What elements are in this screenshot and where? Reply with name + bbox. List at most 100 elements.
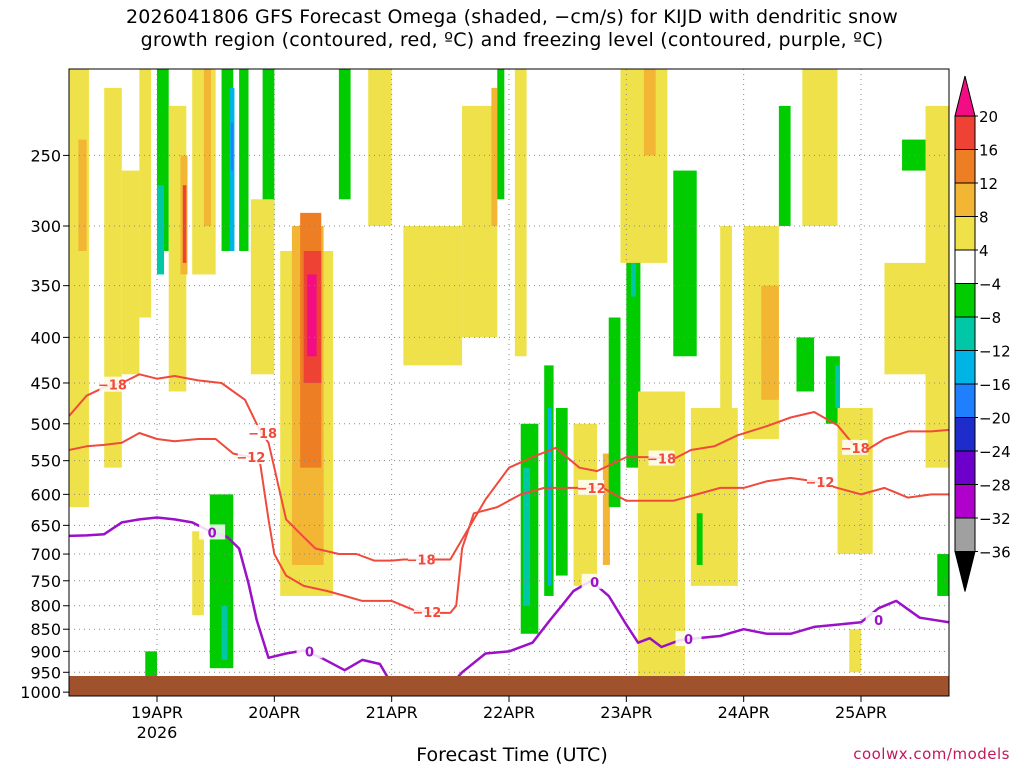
colorbar-swatch-13 <box>954 517 976 552</box>
y-tick-label-800: 800 <box>30 597 61 616</box>
omega-cell-61 <box>221 605 228 660</box>
omega-cell-63 <box>849 629 861 673</box>
dgz-label-e-bg <box>842 439 869 455</box>
dgz-label-h-bg <box>578 479 605 495</box>
omega-cell-1 <box>78 139 87 251</box>
colorbar-label-7: −12 <box>979 343 1011 361</box>
colorbar-swatch-10 <box>954 417 976 452</box>
dgz-label-c: −18 <box>407 554 436 569</box>
freezing-label-c: 0 <box>590 576 599 591</box>
omega-cell-56 <box>925 105 949 468</box>
freezing-label-b-bg <box>296 643 323 659</box>
colorbar-swatch-11 <box>954 450 976 485</box>
omega-cell-50 <box>802 69 838 226</box>
freezing-label-e: 0 <box>874 614 883 629</box>
omega-cell-28 <box>497 69 505 200</box>
colorbar-swatch-9 <box>954 383 976 418</box>
colorbar-swatch-4 <box>954 216 976 251</box>
omega-cell-5 <box>157 69 169 251</box>
x-axis-label: Forecast Time (UTC) <box>416 744 608 766</box>
colorbar-label-0: 20 <box>979 108 998 126</box>
x-tick-label-24APR: 24APR <box>718 703 770 722</box>
chart-title: 2026041806 GFS Forecast Omega (shaded, −… <box>0 6 1024 52</box>
y-tick-label-1000: 1000 <box>20 683 61 702</box>
freezing-label-c-bg <box>581 573 608 589</box>
omega-cell-58 <box>937 554 949 596</box>
colorbar-label-6: −8 <box>979 309 1001 327</box>
dgz-label-f-bg <box>237 449 264 465</box>
colorbar: 20 16 12 8 4 −4 −8 −12 −16 −20 −24 −28 −32 −36 <box>954 75 1011 592</box>
y-tick-label-450: 450 <box>30 374 61 393</box>
omega-cell-31 <box>523 467 531 606</box>
y-tick-label-950: 950 <box>30 663 61 682</box>
x-tick-label-22APR: 22APR <box>483 703 535 722</box>
omega-cell-29 <box>514 69 527 357</box>
dgz-label-h: −12 <box>577 482 606 497</box>
y-tick-label-600: 600 <box>30 485 61 504</box>
x-tick-label-21APR: 21APR <box>366 703 418 722</box>
dgz-label-e: −18 <box>841 442 870 457</box>
colorbar-swatch-6 <box>954 283 976 318</box>
omega-cell-62 <box>192 531 204 616</box>
omega-cell-55 <box>884 262 932 375</box>
omega-cell-10 <box>192 69 216 275</box>
colorbar-swatch-12 <box>954 484 976 519</box>
omega-cell-25 <box>403 225 463 366</box>
dgz-label-d: −18 <box>647 453 676 468</box>
dgz-label-g: −12 <box>412 606 441 621</box>
chart-title-line-1: 2026041806 GFS Forecast Omega (shaded, −… <box>125 6 899 28</box>
colorbar-bottom-arrow <box>954 551 976 592</box>
colorbar-swatch-5 <box>954 249 976 284</box>
omega-cell-33 <box>547 407 552 586</box>
omega-cell-54 <box>837 407 873 555</box>
colorbar-label-10: −24 <box>979 443 1011 461</box>
omega-cell-53 <box>835 365 840 408</box>
dgz-label-f: −12 <box>236 451 265 466</box>
freezing-label-b: 0 <box>305 645 314 660</box>
omega-cell-23 <box>338 69 351 200</box>
dgz-label-i-bg <box>806 473 833 489</box>
x-tick-label-19APR: 19APR <box>131 703 183 722</box>
freezing-contour-0 <box>69 516 405 694</box>
x-tick-sublabel-19APR: 2026 <box>137 723 178 742</box>
omega-cell-9 <box>182 185 187 263</box>
credit-link[interactable]: coolwx.com/models <box>853 745 1010 763</box>
omega-cell-24 <box>368 69 392 226</box>
omega-cell-22 <box>307 274 317 357</box>
y-tick-label-650: 650 <box>30 516 61 535</box>
dgz-label-b: −18 <box>248 427 277 442</box>
colorbar-swatch-1 <box>954 115 976 150</box>
omega-cell-49 <box>778 105 791 226</box>
omega-cell-35 <box>573 423 597 586</box>
colorbar-label-11: −28 <box>979 477 1011 495</box>
y-tick-label-250: 250 <box>30 146 61 165</box>
x-tick-label-23APR: 23APR <box>600 703 652 722</box>
colorbar-label-2: 12 <box>979 175 998 193</box>
colorbar-swatch-8 <box>954 350 976 385</box>
colorbar-label-9: −20 <box>979 410 1011 428</box>
omega-cell-6 <box>157 185 165 275</box>
y-axis: 250 300 350 400 450 500 550 600 650 700 750 800 850 9… <box>20 146 69 702</box>
y-tick-label-350: 350 <box>30 277 61 296</box>
dgz-label-a: −18 <box>98 379 127 394</box>
omega-cell-36 <box>602 453 610 565</box>
colorbar-label-1: 16 <box>979 142 998 160</box>
freezing-label-a: 0 <box>208 526 217 541</box>
omega-cell-27 <box>491 87 498 226</box>
omega-cell-12 <box>221 69 234 251</box>
omega-cell-59 <box>145 651 157 677</box>
freezing-contour-1 <box>443 579 949 693</box>
omega-cell-37 <box>608 317 621 508</box>
dgz-contour-1 <box>69 432 949 614</box>
omega-cell-48 <box>761 285 779 400</box>
omega-cell-46 <box>720 225 732 439</box>
colorbar-swatch-3 <box>954 182 976 217</box>
x-tick-label-25APR: 25APR <box>835 703 887 722</box>
colorbar-top-arrow <box>954 75 976 117</box>
y-tick-label-750: 750 <box>30 572 61 591</box>
colorbar-label-8: −16 <box>979 376 1011 394</box>
omega-cell-2 <box>104 87 122 468</box>
dgz-label-b-bg <box>249 424 276 440</box>
omega-cell-4 <box>139 69 152 318</box>
